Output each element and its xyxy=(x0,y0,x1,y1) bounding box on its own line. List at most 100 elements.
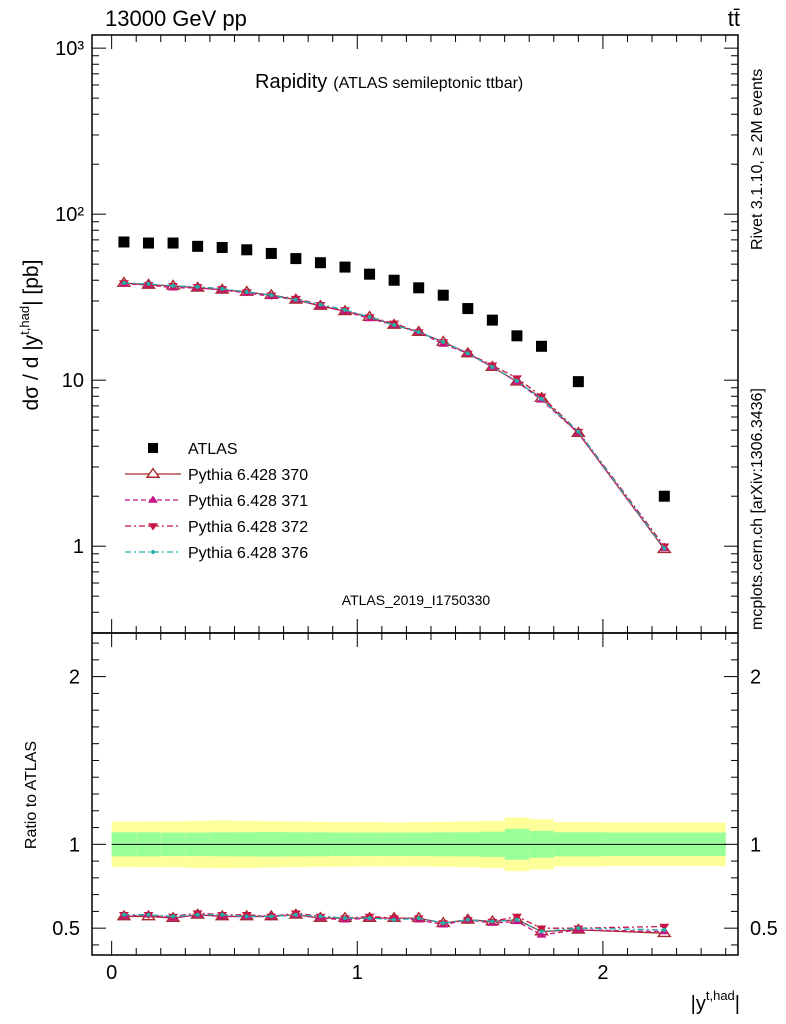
main-axes: 1 10 10² 10³ xyxy=(55,35,738,634)
main-panel: 1 10 10² 10³ Rapidity (ATLAS semileptonic tt… xyxy=(55,34,739,634)
atlas-data-point xyxy=(658,490,670,502)
mc-marker-dot xyxy=(121,280,126,285)
ratio-marker xyxy=(318,914,323,919)
ratio-marker xyxy=(514,917,519,922)
main-y-tick-label: 10³ xyxy=(55,38,84,60)
ratio-y-tick-label-right: 2 xyxy=(750,667,761,689)
ratio-marker xyxy=(171,914,176,919)
atlas-data-point xyxy=(572,376,584,388)
legend-marker-atlas xyxy=(148,443,158,453)
mc-marker-dot xyxy=(244,289,249,294)
legend-marker xyxy=(151,550,155,554)
legend-label: ATLAS xyxy=(188,441,238,458)
main-title: Rapidity (ATLAS semileptonic ttbar) xyxy=(255,71,523,93)
main-title-text: Rapidity xyxy=(255,71,327,93)
ratio-x-tick-label: 2 xyxy=(597,962,608,984)
mc-marker-dot xyxy=(342,307,347,312)
mc-marker-dot xyxy=(146,281,151,286)
ratio-marker xyxy=(121,912,126,917)
main-y-tick-label: 1 xyxy=(73,536,84,558)
atlas-data-point xyxy=(290,253,302,265)
ratio-y-tick-label: 0.5 xyxy=(52,918,80,940)
atlas-data-point xyxy=(437,289,449,301)
atlas-data-point xyxy=(216,241,228,253)
ratio-series-line xyxy=(123,914,665,933)
ratio-y-tick-label: 2 xyxy=(69,667,80,689)
ratio-marker xyxy=(195,912,200,917)
ratio-marker xyxy=(293,912,298,917)
atlas-data-point xyxy=(192,240,204,252)
ratio-marker xyxy=(576,926,581,931)
ratio-marker xyxy=(659,923,670,931)
mc-marker-dot xyxy=(490,365,495,370)
ratio-marker xyxy=(536,930,547,938)
mc-marker-open-triangle xyxy=(571,426,586,438)
ratio-marker xyxy=(511,913,522,921)
ratio-xlabel: |yt,had| xyxy=(691,988,740,1015)
ratio-marker xyxy=(269,914,274,919)
ratio-frame xyxy=(91,632,739,956)
mc-marker-dot xyxy=(514,378,519,383)
ratio-marker xyxy=(367,916,372,921)
legend-marker xyxy=(148,523,158,531)
ratio-marker xyxy=(220,912,225,917)
main-y-tick-label: 10 xyxy=(62,370,84,392)
atlas-data-point xyxy=(314,257,326,269)
main-data-layer xyxy=(116,236,672,554)
ratio-ylabel: Ratio to ATLAS xyxy=(23,741,40,849)
atlas-data-point xyxy=(167,237,179,249)
mc-marker-dot xyxy=(539,397,544,402)
ratio-y-tick-label-right: 1 xyxy=(750,834,761,856)
atlas-data-point xyxy=(339,261,351,273)
ratio-marker xyxy=(416,916,421,921)
ratio-data-layer xyxy=(116,908,672,938)
atlas-data-point xyxy=(241,244,253,256)
mc-marker-dot xyxy=(662,546,667,551)
mc-marker-dot xyxy=(318,302,323,307)
ratio-series-line xyxy=(123,912,665,929)
legend-label: Pythia 6.428 370 xyxy=(188,467,308,484)
mc-marker-dot xyxy=(195,284,200,289)
mc-marker-dot xyxy=(269,293,274,298)
atlas-data-point xyxy=(265,247,277,259)
legend-label: Pythia 6.428 371 xyxy=(188,493,308,510)
atlas-data-point xyxy=(118,236,130,248)
main-y-tick-label: 10² xyxy=(55,204,84,226)
ratio-marker xyxy=(342,916,347,921)
ratio-marker xyxy=(465,917,470,922)
atlas-data-point xyxy=(364,268,376,280)
mc-marker-dot xyxy=(576,429,581,434)
ratio-x-tick-label: 1 xyxy=(352,962,363,984)
ratio-marker xyxy=(441,921,446,926)
ratio-y-tick-label-right: 0.5 xyxy=(750,918,778,940)
ratio-y-tick-label: 1 xyxy=(69,834,80,856)
atlas-data-point xyxy=(535,340,547,352)
legend-marker xyxy=(148,495,158,503)
legend: ATLAS Pythia 6.428 370 Pythia 6.428 371 Pyt… xyxy=(125,441,308,562)
rivet-label: Rivet 3.1.10, ≥ 2M events xyxy=(749,69,766,250)
mc-marker-open-triangle xyxy=(509,375,525,386)
atlas-data-point xyxy=(142,237,154,249)
mc-series-line xyxy=(123,283,665,549)
ratio-x-tick-label: 0 xyxy=(106,962,117,984)
mcplots-label: mcplots.cern.ch [arXiv:1306.3436] xyxy=(749,388,766,630)
ratio-marker xyxy=(536,925,547,933)
ratio-marker xyxy=(146,912,151,917)
atlas-data-point xyxy=(511,330,523,342)
ratio-marker xyxy=(392,917,397,922)
mc-marker-dot xyxy=(416,330,421,335)
analysis-label: ATLAS_2019_I1750330 xyxy=(342,592,491,608)
ratio-series-line xyxy=(123,914,665,936)
mc-marker-dot xyxy=(465,351,470,356)
ratio-marker xyxy=(165,911,181,923)
energy-label: 13000 GeV pp xyxy=(105,6,247,31)
ratio-panel: 0 1 2 0.5 0.5 1 1 2 2 xyxy=(52,632,778,984)
ratio-marker xyxy=(571,923,586,934)
process-label: tt̄ xyxy=(728,6,740,31)
ratio-marker xyxy=(539,929,544,934)
mc-marker-dot xyxy=(367,315,372,320)
main-ylabel: dσ / d |yt,had| [pb] xyxy=(17,260,43,411)
legend-label: Pythia 6.428 376 xyxy=(188,545,308,562)
mc-marker-open-triangle xyxy=(656,542,672,554)
